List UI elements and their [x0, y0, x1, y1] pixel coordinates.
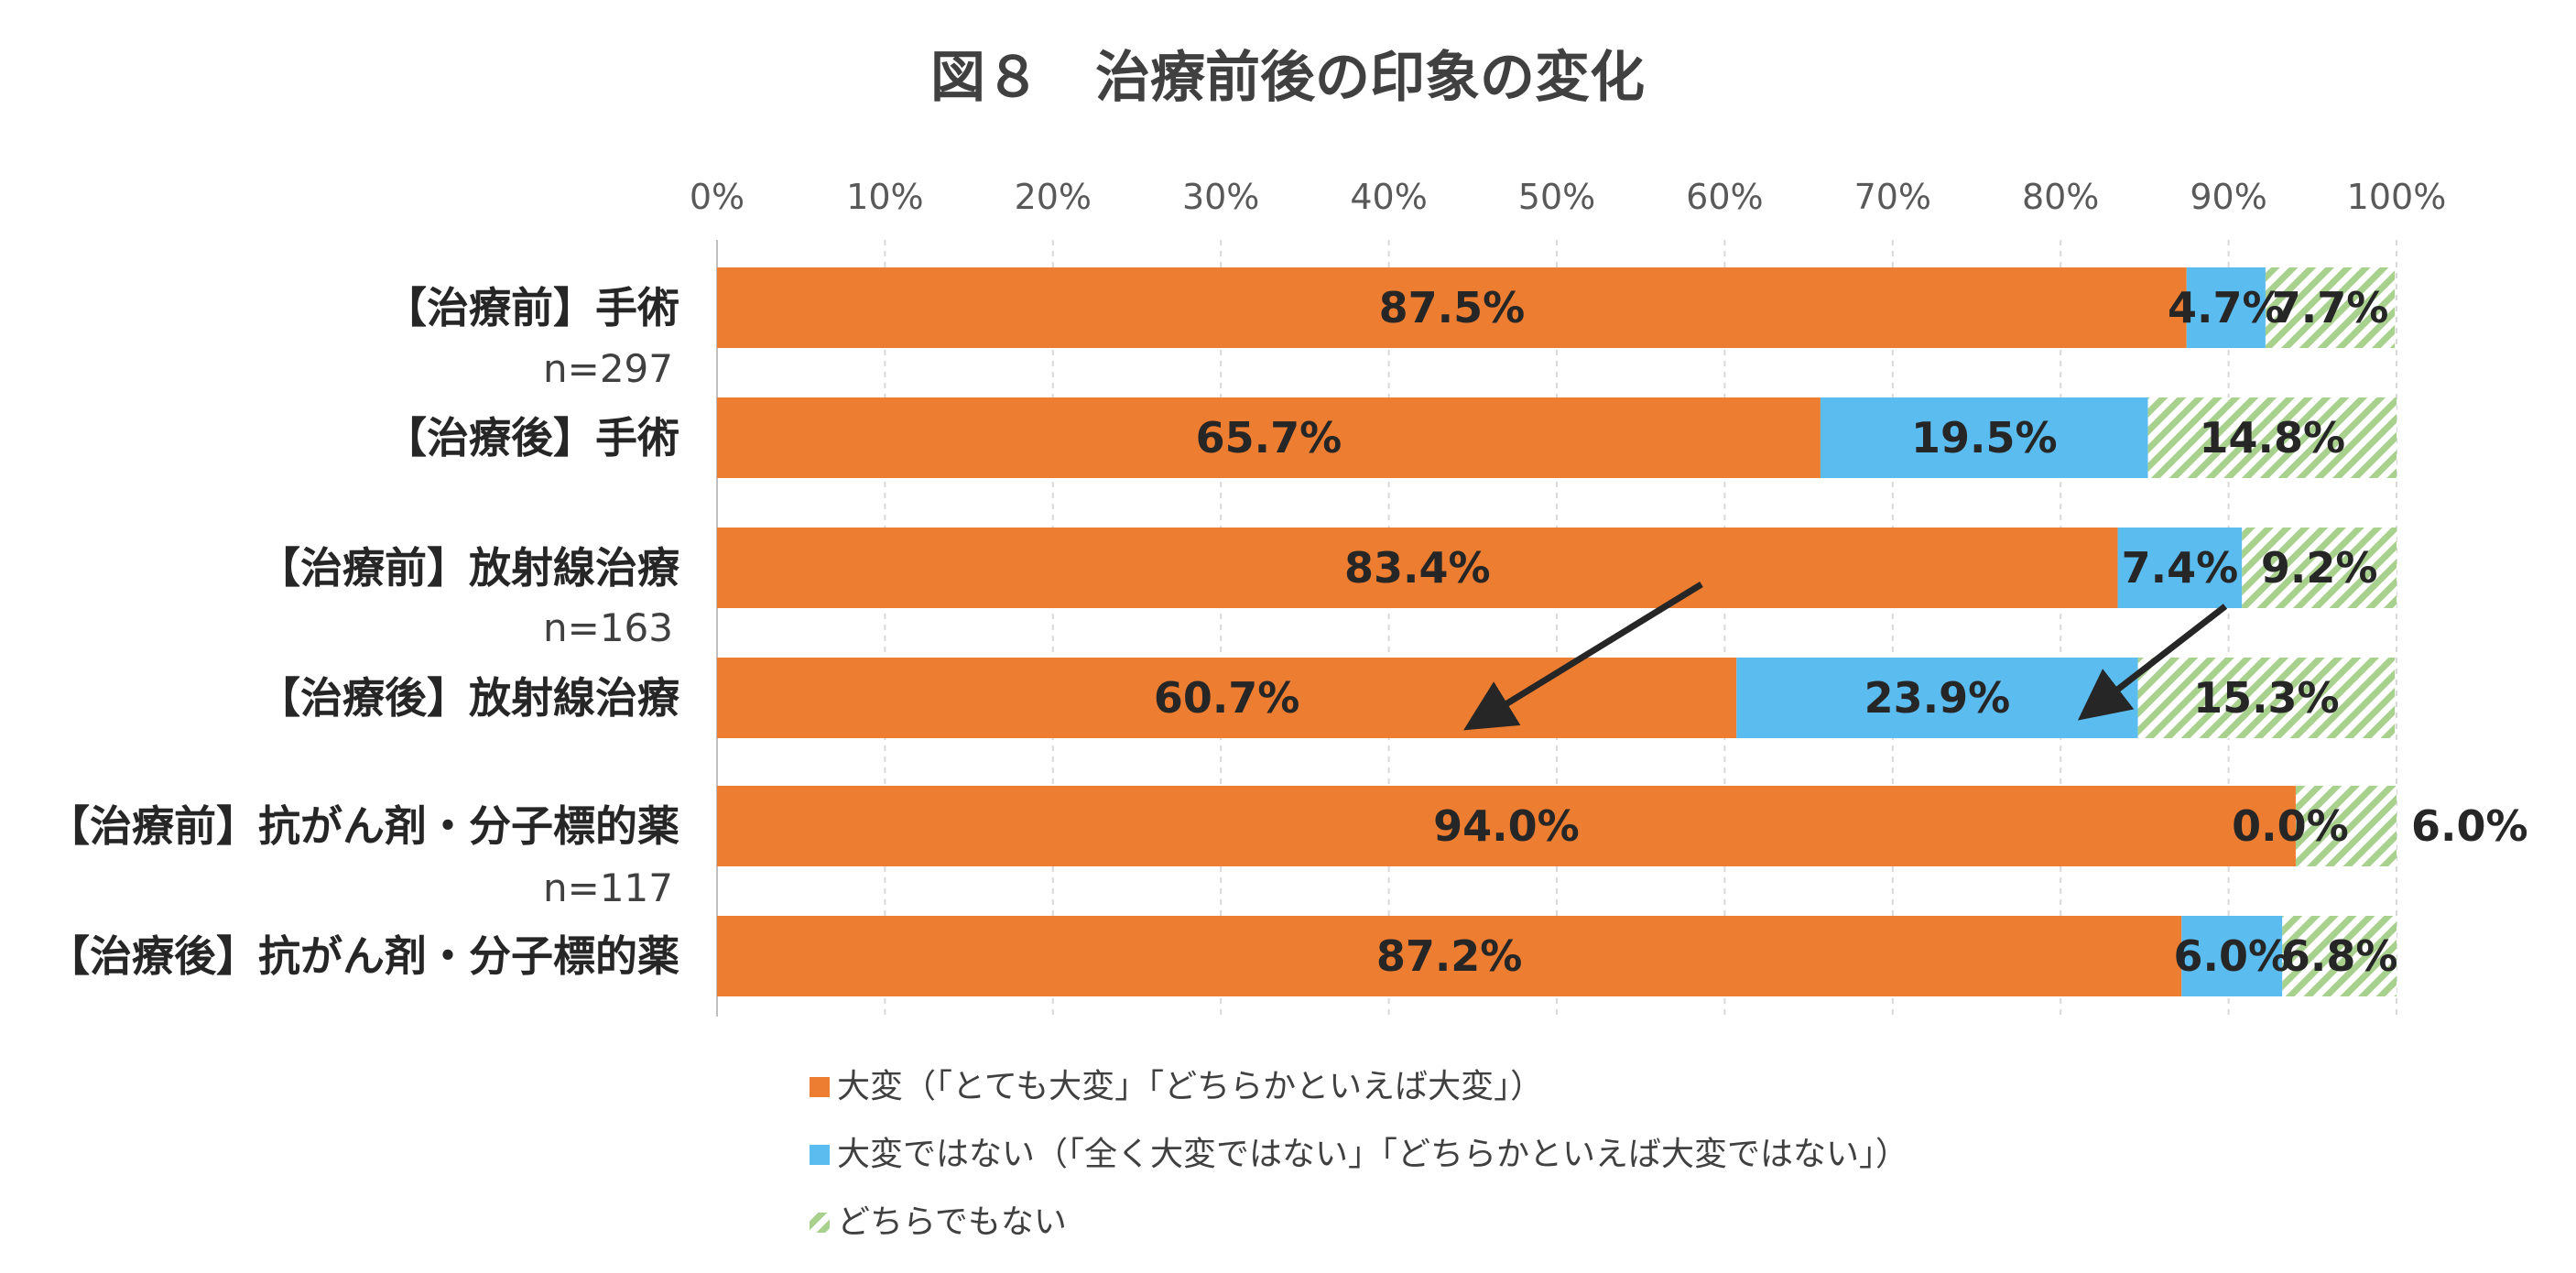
- bar-segment-s1-c1: [1820, 397, 2148, 478]
- data-label-layer: 87.5% 4.7%7.7% 65.7% 19.5% 14.8% 83.4% 7.4% 9.2…: [1154, 283, 2528, 981]
- x-axis-ticks: 0% 10% 20% 30% 40% 50% 60% 70% 80% 90% 100%: [690, 177, 2446, 217]
- x-tick-label: 40%: [1350, 177, 1427, 217]
- data-label-s1-c1: 19.5%: [1911, 413, 2058, 462]
- x-tick-label: 60%: [1686, 177, 1763, 217]
- data-label-s0-c3: 60.7%: [1154, 673, 1300, 723]
- bar-segment-s1-c2: [2117, 528, 2243, 608]
- data-label-s2-c2: 9.2%: [2261, 543, 2378, 593]
- annotation-arrow: [1463, 582, 1703, 731]
- bar-segment-s1-c5: [2181, 916, 2283, 996]
- category-label: 【治療前】放射線治療: [258, 543, 679, 593]
- legend-label: 大変（「とても大変」「どちらかといえば大変」）: [837, 1068, 1543, 1105]
- legend-swatch: [810, 1213, 830, 1233]
- x-tick-label: 50%: [1518, 177, 1595, 217]
- bar-segment-s2-c2: [2242, 528, 2397, 608]
- bar-segment-s0-c5: [717, 916, 2182, 996]
- bar-layer: [717, 267, 2397, 996]
- category-label: 【治療後】手術: [385, 413, 679, 462]
- legend: 大変（「とても大変」「どちらかといえば大変」） 大変ではない（「全く大変ではない」…: [810, 1068, 1908, 1241]
- data-label-s0-c0: 87.5%: [1379, 283, 1526, 332]
- bar-segment-s2-c1: [2147, 397, 2397, 478]
- data-label-s1-c0: 4.7%: [2168, 283, 2285, 332]
- data-label-s2-c0: 7.7%: [2272, 283, 2389, 332]
- x-tick-label: 0%: [690, 177, 745, 217]
- group-size-label: n=117: [543, 865, 673, 910]
- data-label-s2-c1: 14.8%: [2199, 413, 2345, 462]
- bar-segment-s0-c2: [717, 528, 2118, 608]
- group-size-label: n=163: [543, 605, 673, 650]
- data-label-s0-c1: 65.7%: [1196, 413, 1342, 462]
- annotation-layer: [1463, 582, 2228, 731]
- bar-segment-s2-c3: [2137, 658, 2396, 738]
- legend-swatch: [810, 1077, 830, 1097]
- bar-segment-s2-c0: [2265, 267, 2396, 348]
- data-label-s2-c4: 6.0%: [2411, 801, 2528, 851]
- data-label-s0-c5: 87.2%: [1376, 931, 1523, 981]
- legend-label: 大変ではない（「全く大変ではない」「どちらかといえば大変ではない」）: [837, 1136, 1908, 1173]
- category-label: 【治療前】抗がん剤・分子標的薬: [48, 801, 679, 851]
- x-tick-label: 100%: [2347, 177, 2447, 217]
- category-label: 【治療前】手術: [385, 283, 679, 332]
- legend-label: どちらでもない: [837, 1203, 1067, 1241]
- data-label-s1-c5: 6.0%: [2173, 931, 2290, 981]
- bar-segment-s2-c5: [2282, 916, 2397, 996]
- x-tick-label: 80%: [2022, 177, 2099, 217]
- x-tick-label: 90%: [2190, 177, 2266, 217]
- x-tick-label: 30%: [1182, 177, 1259, 217]
- bar-segment-s1-c0: [2186, 267, 2266, 348]
- annotation-arrow: [2077, 604, 2228, 721]
- category-label: 【治療後】放射線治療: [258, 673, 679, 723]
- data-label-s1-c4: 0.0%: [2232, 801, 2349, 851]
- bar-segment-s1-c3: [1736, 658, 2138, 738]
- data-label-s1-c3: 23.9%: [1864, 673, 2011, 723]
- grid-layer: [716, 240, 2397, 1017]
- data-label-s0-c4: 94.0%: [1433, 801, 1580, 851]
- chart-title: 図８ 治療前後の印象の変化: [930, 46, 1645, 110]
- data-label-s0-c2: 83.4%: [1344, 543, 1491, 593]
- data-label-s1-c2: 7.4%: [2122, 543, 2239, 593]
- data-label-s2-c5: 6.8%: [2281, 931, 2398, 981]
- group-size-label: n=297: [543, 346, 673, 391]
- bar-segment-s2-c4: [2295, 786, 2397, 866]
- x-tick-label: 10%: [846, 177, 923, 217]
- x-tick-label: 70%: [1854, 177, 1931, 217]
- bar-segment-s0-c1: [717, 397, 1821, 478]
- bar-segment-s0-c3: [717, 658, 1737, 738]
- x-tick-label: 20%: [1015, 177, 1092, 217]
- category-labels: 【治療前】手術【治療後】手術【治療前】放射線治療【治療後】放射線治療【治療前】抗…: [48, 283, 679, 981]
- bar-segment-s0-c0: [717, 267, 2187, 348]
- category-label: 【治療後】抗がん剤・分子標的薬: [48, 931, 679, 981]
- legend-swatch: [810, 1145, 830, 1165]
- data-label-s2-c3: 15.3%: [2193, 673, 2340, 723]
- bar-segment-s0-c4: [717, 786, 2296, 866]
